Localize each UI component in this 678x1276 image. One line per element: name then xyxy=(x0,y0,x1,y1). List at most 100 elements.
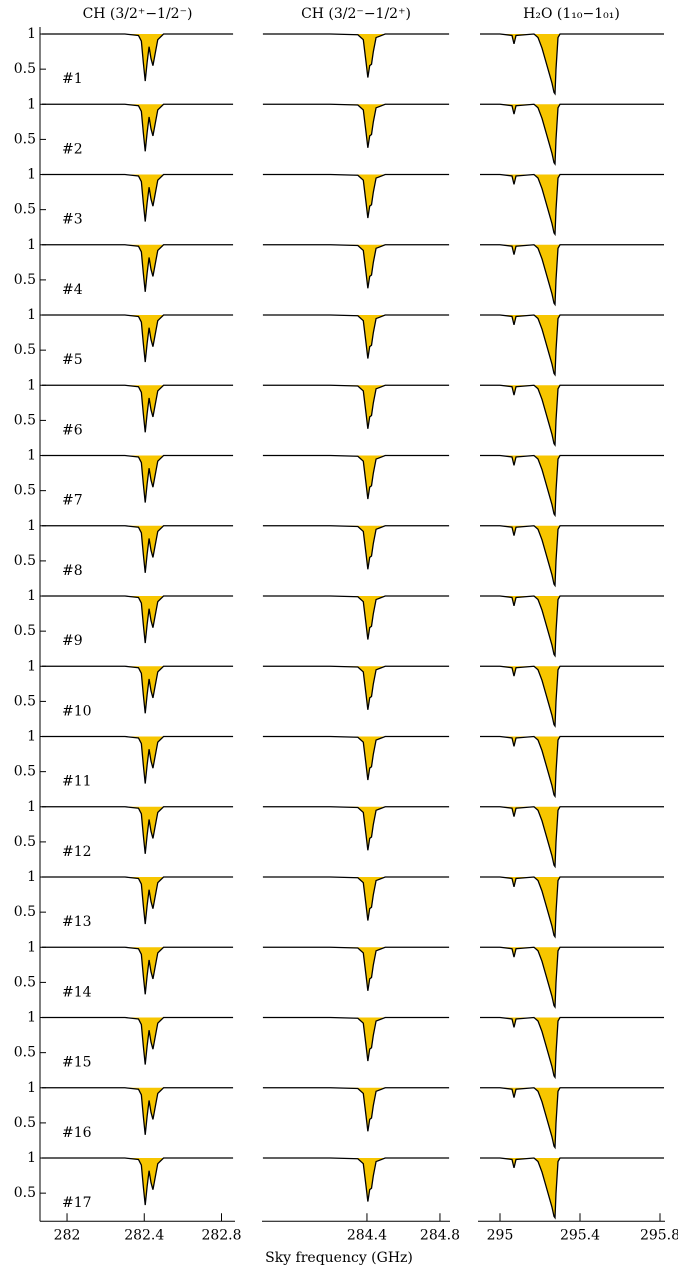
absorption-fill xyxy=(480,315,664,375)
spectrum-line xyxy=(41,525,234,573)
spectrum-line xyxy=(480,876,664,939)
absorption-fill xyxy=(480,455,664,516)
spectrum-line xyxy=(262,33,450,78)
row-label: #6 xyxy=(62,422,83,438)
spectrum-line xyxy=(41,595,234,644)
absorption-fill xyxy=(480,596,664,656)
absorption-fill xyxy=(480,806,664,867)
row-label: #15 xyxy=(62,1055,92,1071)
spectrum-line xyxy=(262,876,450,921)
row-label: #3 xyxy=(62,212,83,228)
y-tick-label: 1 xyxy=(27,658,36,674)
absorption-fill xyxy=(480,1158,664,1218)
x-tick-label: 284.8 xyxy=(420,1227,460,1243)
spectrum-line xyxy=(41,1157,234,1206)
row-label: #9 xyxy=(62,633,83,649)
spectrum-line xyxy=(262,665,450,710)
y-tick-label: 1 xyxy=(27,518,36,534)
x-axis-label: Sky frequency (GHz) xyxy=(265,1250,413,1266)
y-tick-label: 0.5 xyxy=(14,1045,36,1061)
x-tick-label: 284.4 xyxy=(347,1227,387,1243)
absorption-fill xyxy=(480,666,664,726)
row-label: #16 xyxy=(62,1125,92,1141)
y-tick-label: 1 xyxy=(27,237,36,253)
row-label: #13 xyxy=(62,914,92,930)
y-tick-label: 0.5 xyxy=(14,904,36,920)
absorption-fill xyxy=(262,455,450,500)
row-label: #14 xyxy=(62,984,92,1000)
spectrum-line xyxy=(262,1016,450,1062)
spectrum-line xyxy=(262,946,450,991)
absorption-fill xyxy=(262,877,450,921)
spectrum-line xyxy=(41,384,234,433)
spectrum-line xyxy=(262,735,450,781)
y-tick-label: 0.5 xyxy=(14,974,36,990)
spectrum-line xyxy=(480,454,664,518)
y-tick-label: 1 xyxy=(27,96,36,112)
spectrum-line xyxy=(41,735,234,784)
row-label: #8 xyxy=(62,563,83,579)
y-tick-label: 0.5 xyxy=(14,412,36,428)
spectrum-line xyxy=(262,595,450,640)
row-label: #12 xyxy=(62,844,92,860)
spectrum-line xyxy=(262,525,450,570)
y-tick-label: 1 xyxy=(27,729,36,745)
y-tick-label: 0.5 xyxy=(14,834,36,850)
absorption-fill xyxy=(262,244,450,289)
spectrum-line xyxy=(262,173,450,219)
spectrum-line xyxy=(480,103,664,166)
y-tick-label: 0.5 xyxy=(14,1185,36,1201)
absorption-fill xyxy=(262,806,450,851)
y-tick-label: 0.5 xyxy=(14,693,36,709)
x-tick-label: 295.8 xyxy=(640,1227,678,1243)
absorption-fill xyxy=(262,174,450,219)
spectrum-line xyxy=(480,525,664,588)
absorption-fill xyxy=(262,1017,450,1062)
absorption-fill xyxy=(480,1017,664,1078)
absorption-fill xyxy=(262,666,450,710)
x-tick-label: 295 xyxy=(487,1227,514,1243)
row-label: #4 xyxy=(62,282,83,298)
absorption-fill xyxy=(480,385,664,445)
spectrum-line xyxy=(262,1087,450,1132)
row-label: #17 xyxy=(62,1195,92,1211)
absorption-fill xyxy=(262,596,450,640)
y-tick-label: 1 xyxy=(27,26,36,42)
spectrum-line xyxy=(41,1087,234,1135)
spectrum-line xyxy=(41,454,234,503)
spectrum-line xyxy=(41,806,234,854)
absorption-fill xyxy=(262,315,450,359)
row-label: #10 xyxy=(62,703,92,719)
absorption-fill xyxy=(262,1087,450,1132)
absorption-fill xyxy=(480,877,664,937)
absorption-fill xyxy=(480,174,664,235)
spectrum-line xyxy=(41,946,234,995)
row-label: #2 xyxy=(62,141,83,157)
y-tick-label: 1 xyxy=(27,167,36,183)
spectrum-line xyxy=(480,314,664,377)
row-label: #1 xyxy=(62,71,83,87)
absorption-fill xyxy=(480,244,664,305)
spectrum-line xyxy=(41,665,234,714)
y-tick-label: 1 xyxy=(27,869,36,885)
spectrum-line xyxy=(262,806,450,851)
x-tick-label: 282 xyxy=(54,1227,81,1243)
y-tick-label: 0.5 xyxy=(14,623,36,639)
row-label: #5 xyxy=(62,352,83,368)
spectrum-line xyxy=(480,946,664,1009)
y-tick-label: 0.5 xyxy=(14,553,36,569)
absorption-fill xyxy=(262,385,450,429)
spectrum-line xyxy=(480,384,664,447)
spectrum-line xyxy=(480,1016,664,1080)
spectrum-line xyxy=(480,665,664,728)
y-tick-label: 0.5 xyxy=(14,202,36,218)
absorption-fill xyxy=(262,525,450,570)
spectrum-line xyxy=(480,1087,664,1150)
spectrum-line xyxy=(41,876,234,925)
y-tick-label: 1 xyxy=(27,1080,36,1096)
absorption-fill xyxy=(480,736,664,797)
spectrum-line xyxy=(480,735,664,799)
absorption-fill xyxy=(262,947,450,991)
y-tick-label: 1 xyxy=(27,448,36,464)
